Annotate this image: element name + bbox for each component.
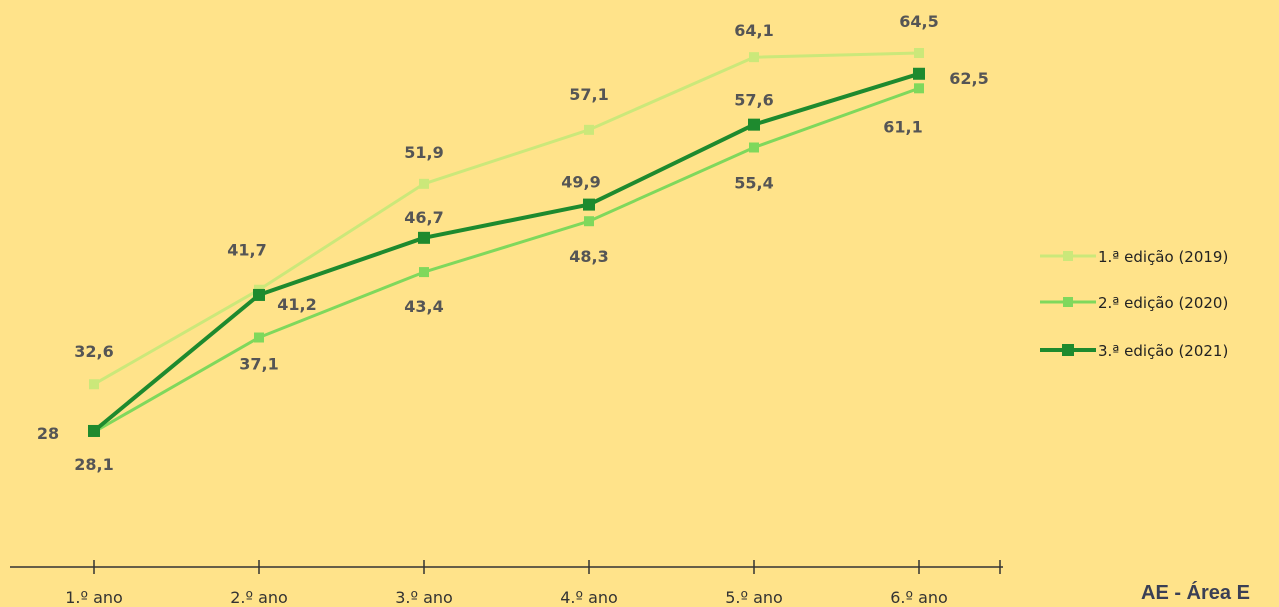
data-point-2019 bbox=[749, 52, 759, 63]
legend-label-2019: 1.ª edição (2019) bbox=[1098, 248, 1228, 266]
x-tick-label: 3.º ano bbox=[395, 588, 453, 607]
series-line-2019 bbox=[93, 51, 920, 386]
data-point-2020 bbox=[419, 267, 429, 278]
footer-label: AE - Área E bbox=[1141, 582, 1250, 604]
data-point-2021 bbox=[748, 118, 760, 131]
data-label-2019: 64,1 bbox=[734, 21, 773, 40]
data-label-2020: 55,4 bbox=[734, 173, 773, 192]
data-point-2019 bbox=[419, 178, 429, 189]
data-label-2020: 37,1 bbox=[239, 355, 278, 374]
series-line-2020 bbox=[93, 86, 920, 434]
data-label-2021: 62,5 bbox=[949, 69, 988, 88]
data-point-2021 bbox=[913, 67, 925, 80]
data-label-2021: 28,1 bbox=[74, 455, 113, 474]
data-label-2019: 41,7 bbox=[227, 241, 266, 260]
data-label-2020: 48,3 bbox=[569, 247, 608, 266]
legend-marker-2021 bbox=[1062, 344, 1074, 356]
data-label-2021: 57,6 bbox=[734, 91, 773, 110]
data-point-2021 bbox=[88, 424, 100, 437]
data-point-2020 bbox=[914, 83, 924, 94]
data-point-2020 bbox=[254, 332, 264, 343]
legend-marker-2019 bbox=[1063, 251, 1073, 261]
data-label-2019: 32,6 bbox=[74, 342, 113, 361]
series-line-2021 bbox=[92, 71, 920, 433]
data-label-2019: 57,1 bbox=[569, 85, 608, 104]
x-tick-label: 4.º ano bbox=[560, 588, 618, 607]
data-label-2020: 28 bbox=[37, 424, 59, 443]
data-label-2021: 46,7 bbox=[404, 208, 443, 227]
x-tick-label: 2.º ano bbox=[230, 588, 288, 607]
data-label-2021: 41,2 bbox=[277, 295, 316, 314]
legend-marker-2020 bbox=[1063, 297, 1073, 307]
data-point-2019 bbox=[914, 48, 924, 58]
data-point-2021 bbox=[583, 198, 595, 211]
x-tick-label: 1.º ano bbox=[65, 588, 123, 607]
data-point-2019 bbox=[89, 379, 99, 390]
data-point-2020 bbox=[584, 216, 594, 227]
x-tick-label: 6.º ano bbox=[890, 588, 948, 607]
data-label-2019: 64,5 bbox=[899, 12, 938, 31]
data-label-2020: 61,1 bbox=[883, 117, 922, 136]
legend-label-2020: 2.ª edição (2020) bbox=[1098, 294, 1228, 312]
data-label-2020: 43,4 bbox=[404, 297, 443, 316]
data-point-2021 bbox=[418, 231, 430, 244]
data-point-2019 bbox=[584, 124, 594, 135]
data-point-2021 bbox=[253, 288, 265, 301]
data-point-2020 bbox=[749, 142, 759, 153]
data-label-2021: 49,9 bbox=[561, 173, 600, 192]
legend-label-2021: 3.ª edição (2021) bbox=[1098, 342, 1228, 360]
data-label-2019: 51,9 bbox=[404, 143, 443, 162]
x-tick-label: 5.º ano bbox=[725, 588, 783, 607]
